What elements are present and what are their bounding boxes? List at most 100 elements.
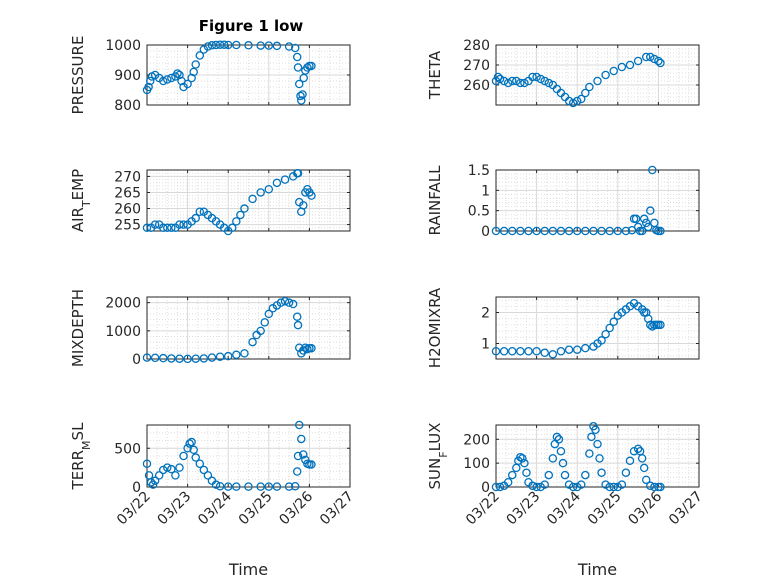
y-tick-label: 0	[132, 352, 141, 368]
data-point	[256, 482, 265, 491]
data-point	[195, 207, 205, 216]
data-point	[211, 480, 221, 489]
data-point	[544, 470, 554, 480]
y-axis-label: TERRMSL	[69, 422, 93, 491]
data-point	[499, 226, 509, 236]
data-point	[158, 353, 168, 363]
data-point	[556, 346, 566, 356]
data-point	[264, 309, 274, 319]
data-point	[240, 204, 249, 213]
data-point	[264, 482, 274, 491]
data-point	[293, 320, 303, 330]
axes-box	[495, 296, 700, 360]
data-point	[587, 432, 596, 442]
data-point	[173, 69, 182, 78]
data-point	[223, 482, 233, 491]
y-axis-label: RAINFALL	[426, 165, 444, 236]
data-point	[142, 353, 152, 362]
data-point	[244, 41, 253, 50]
data-point	[605, 323, 614, 333]
data-point	[646, 52, 655, 62]
data-point	[280, 296, 290, 306]
data-point	[656, 58, 665, 68]
y-axis-label-subscript: F	[437, 451, 450, 457]
y-axis-label-main: TERR	[69, 450, 87, 491]
data-point	[146, 478, 156, 487]
data-point	[167, 73, 176, 83]
y-axis-label-subscript: M	[80, 440, 93, 450]
data-point	[232, 217, 241, 226]
data-point	[292, 312, 302, 321]
data-point	[256, 41, 265, 50]
data-point	[621, 226, 631, 236]
data-point	[244, 482, 253, 491]
data-point	[142, 459, 152, 468]
data-point	[290, 481, 300, 491]
data-point	[272, 482, 282, 491]
subplot-h2omixra: 1 2 H2OMIXRA	[426, 287, 700, 368]
data-point	[558, 458, 568, 468]
y-tick-label: 260	[114, 202, 141, 218]
y-tick-label: 0	[481, 480, 490, 496]
data-point	[656, 320, 665, 330]
data-point	[621, 468, 631, 477]
data-point	[507, 76, 517, 86]
data-point	[299, 450, 308, 459]
data-point	[288, 299, 298, 309]
data-point	[536, 74, 545, 84]
data-point	[532, 482, 541, 492]
y-tick-label: 265	[114, 185, 141, 201]
data-point	[633, 444, 643, 454]
data-point	[532, 72, 541, 82]
data-point	[264, 185, 274, 194]
data-point	[609, 482, 618, 492]
data-point	[650, 54, 659, 64]
data-point	[232, 482, 241, 491]
data-point	[199, 354, 209, 363]
y-axis-label-main: SUN	[426, 458, 444, 490]
data-point	[236, 210, 245, 220]
data-point	[654, 56, 663, 66]
data-point	[520, 78, 529, 88]
axes-box	[146, 296, 351, 360]
y-tick-label: 1	[481, 183, 490, 199]
data-point	[219, 40, 229, 49]
data-point	[298, 90, 307, 99]
data-point	[276, 298, 286, 307]
data-point	[507, 226, 517, 236]
data-point	[223, 40, 233, 50]
data-point	[637, 226, 647, 236]
data-point	[532, 226, 541, 236]
y-tick-label: 270	[463, 58, 490, 74]
data-point	[299, 201, 308, 210]
data-point	[189, 445, 198, 455]
data-point	[158, 465, 168, 475]
axes-box	[146, 424, 351, 488]
y-axis-label: PRESSURE	[69, 36, 87, 115]
data-point	[150, 220, 160, 229]
y-tick-label: 0.5	[468, 204, 490, 220]
data-point	[544, 78, 554, 88]
data-point	[297, 434, 306, 444]
data-point	[540, 76, 549, 86]
data-point	[284, 298, 294, 307]
data-point	[528, 481, 537, 491]
y-tick-label: 270	[114, 169, 141, 185]
data-point	[572, 96, 582, 106]
data-point	[597, 226, 606, 236]
data-point	[175, 354, 184, 363]
y-axis-label-rest: EMP	[69, 169, 87, 200]
data-point	[292, 467, 302, 476]
data-point	[256, 326, 265, 336]
data-point	[199, 465, 209, 475]
data-point	[499, 346, 509, 356]
data-point	[203, 42, 213, 51]
data-point	[633, 56, 643, 66]
y-tick-label: 1	[481, 337, 490, 353]
data-point	[145, 76, 155, 86]
y-tick-label: 200	[463, 432, 490, 448]
x-axis-label: Time	[228, 560, 268, 579]
data-point	[294, 79, 304, 89]
